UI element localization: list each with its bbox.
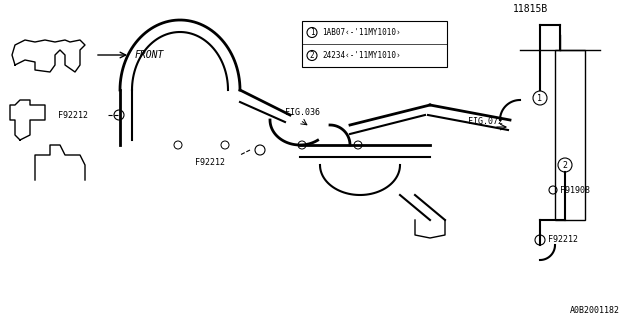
Text: FIG.072: FIG.072: [468, 117, 503, 126]
Text: 2: 2: [310, 51, 314, 60]
Text: F92212: F92212: [548, 236, 578, 244]
Text: A0B2001182: A0B2001182: [570, 306, 620, 315]
Text: 11815B: 11815B: [513, 4, 548, 14]
Text: FRONT: FRONT: [135, 50, 164, 60]
Text: 1AB07‹-'11MY1010›: 1AB07‹-'11MY1010›: [322, 28, 401, 37]
Text: 1: 1: [538, 93, 543, 102]
Bar: [302, 21, 447, 67]
Bar: [555, 50, 585, 220]
Text: 1: 1: [310, 28, 314, 37]
Text: FIG.036: FIG.036: [285, 108, 320, 117]
Text: 2: 2: [563, 161, 568, 170]
Text: F92212: F92212: [58, 110, 88, 119]
Text: F91908: F91908: [560, 186, 590, 195]
Text: F92212: F92212: [195, 157, 225, 166]
Text: 24234‹-'11MY1010›: 24234‹-'11MY1010›: [322, 51, 401, 60]
